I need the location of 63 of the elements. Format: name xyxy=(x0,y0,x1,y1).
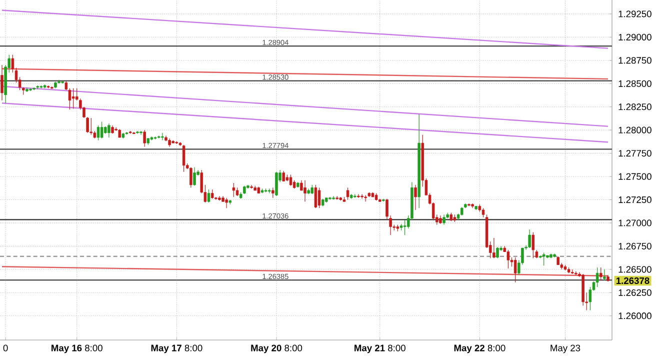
x-tick-label: May 23 xyxy=(550,344,580,354)
x-tick-label: 0 xyxy=(3,344,8,352)
candlestick xyxy=(289,174,292,186)
x-tick-label: May 17 8:00 xyxy=(151,344,202,354)
y-tick-label: 1.26250 xyxy=(618,289,652,296)
candlestick xyxy=(210,189,214,200)
candlestick xyxy=(506,250,510,269)
candlestick xyxy=(96,125,100,141)
y-tick-label: 1.29250 xyxy=(618,10,652,18)
y-tick-label: 1.27000 xyxy=(618,220,652,226)
x-tick-label: May 20 8:00 xyxy=(251,344,302,354)
candlestick xyxy=(596,267,599,288)
candlestick xyxy=(532,232,535,259)
y-tick-label: 1.28250 xyxy=(618,104,652,110)
y-tick-label: 1.27750 xyxy=(618,150,652,157)
candlestick xyxy=(542,252,546,266)
candlestick xyxy=(225,198,228,208)
x-tick-label: May 22 8:00 xyxy=(454,344,506,354)
candlestick xyxy=(72,88,75,109)
candlestick xyxy=(193,166,196,186)
candlestick xyxy=(90,118,92,135)
candlestick xyxy=(108,123,110,138)
candlestick xyxy=(496,246,499,259)
y-tick-label: 1.27500 xyxy=(618,173,652,180)
candlestick xyxy=(190,166,192,188)
candlestick xyxy=(600,267,602,281)
candlestick xyxy=(304,180,306,202)
candlestick xyxy=(232,182,236,198)
candlestick xyxy=(492,238,496,259)
y-tick-label: 1.28500 xyxy=(618,80,652,87)
y-tick-label: 1.27250 xyxy=(618,196,652,204)
candlestick xyxy=(314,184,318,208)
candlestick xyxy=(403,220,406,236)
candlestick xyxy=(310,184,314,194)
candlestick xyxy=(143,130,146,148)
candlestick xyxy=(272,187,274,198)
candlestick xyxy=(414,184,417,210)
candlestick xyxy=(528,229,531,248)
candlestick xyxy=(68,88,72,110)
y-tick-label: 1.28000 xyxy=(618,126,652,134)
candlestick xyxy=(442,214,446,226)
y-tick-label: 1.26500 xyxy=(618,266,652,273)
y-tick-label: 1.26750 xyxy=(618,242,652,250)
candlestick xyxy=(11,54,14,73)
candlestick xyxy=(207,189,210,203)
candlestick xyxy=(275,172,278,196)
y-tick-label: 1.28750 xyxy=(618,57,652,64)
candlestick xyxy=(182,144,186,172)
candlestick xyxy=(482,208,485,218)
candlestick xyxy=(282,170,285,182)
candlestick xyxy=(0,64,4,101)
x-tick-label: May 16 8:00 xyxy=(52,344,102,354)
candlestick xyxy=(360,194,364,200)
candlestick xyxy=(346,187,350,200)
candlestick xyxy=(318,187,321,208)
candlestick xyxy=(100,121,104,139)
candlestick xyxy=(603,269,606,281)
y-tick-label: 1.29000 xyxy=(618,34,652,40)
y-tick-label: 1.26000 xyxy=(618,312,652,320)
candlestick xyxy=(64,80,68,90)
text: 1.26378 xyxy=(616,277,650,284)
x-tick-label: May 21 8:00 xyxy=(354,344,406,354)
candlestick xyxy=(514,257,517,283)
